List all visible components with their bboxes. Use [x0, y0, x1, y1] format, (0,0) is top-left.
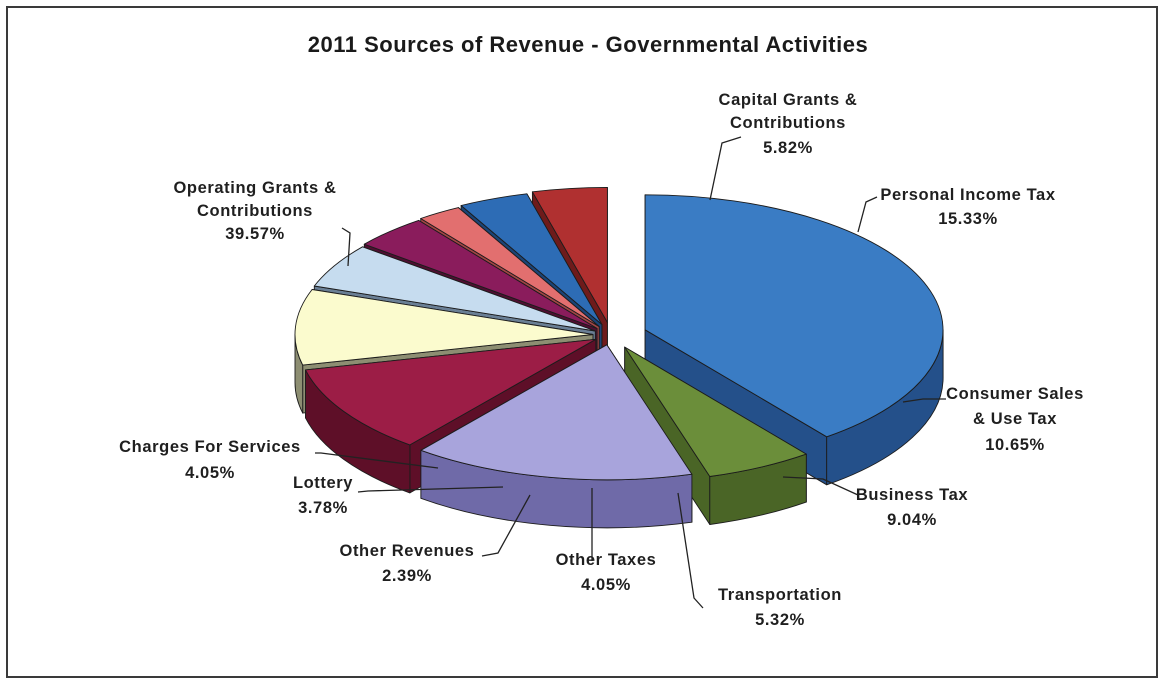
leader-line-pit	[857, 196, 878, 233]
leader-line-business	[782, 476, 859, 496]
data-label-value-lottery: 3.78%	[298, 499, 348, 517]
slice-pit	[420, 344, 693, 481]
slice-transport	[313, 246, 596, 332]
pie-chart: 2011 Sources of Revenue - Governmental A…	[119, 32, 1084, 629]
data-label-otherrev: Other Revenues	[340, 542, 475, 560]
data-label-value-charges: 4.05%	[185, 464, 235, 482]
data-label-transport: Transportation	[718, 586, 842, 604]
chart-frame: 2011 Sources of Revenue - Governmental A…	[6, 6, 1158, 678]
data-label-consumer: Consumer Sales	[946, 385, 1084, 403]
data-label-charges: Charges For Services	[119, 438, 301, 456]
data-label-opgrants: Contributions	[197, 202, 313, 220]
data-label-value-capgrants: 5.82%	[763, 139, 813, 157]
data-label-pit: Personal Income Tax	[880, 186, 1055, 204]
leader-line-otherrev	[481, 494, 531, 557]
data-label-value-transport: 5.32%	[755, 611, 805, 629]
data-label-capgrants: Contributions	[730, 114, 846, 132]
data-label-capgrants: Capital Grants &	[719, 91, 858, 109]
data-label-value-pit: 15.33%	[938, 210, 998, 228]
data-label-othertax: Other Taxes	[556, 551, 657, 569]
data-label-business: Business Tax	[856, 486, 969, 504]
slice-consumer	[305, 338, 597, 446]
data-label-lottery: Lottery	[293, 474, 353, 492]
leader-line-opgrants	[341, 227, 351, 267]
slice-capgrants	[624, 346, 807, 477]
data-label-opgrants: Operating Grants &	[174, 179, 337, 197]
slice-otherrev	[420, 207, 600, 328]
leader-line-capgrants	[709, 136, 742, 201]
slice-business	[294, 289, 594, 366]
data-label-value-otherrev: 2.39%	[382, 567, 432, 585]
leader-line-charges	[315, 452, 439, 469]
data-label-value-othertax: 4.05%	[581, 576, 631, 594]
slice-opgrants	[644, 194, 944, 438]
data-label-value-consumer: 10.65%	[985, 436, 1045, 454]
leader-line-consumer	[902, 398, 946, 403]
chart-title: 2011 Sources of Revenue - Governmental A…	[308, 32, 868, 57]
data-label-value-business: 9.04%	[887, 511, 937, 529]
leader-line-transport	[677, 492, 704, 609]
slice-charges	[531, 186, 608, 323]
slice-lottery	[460, 193, 603, 325]
leader-line-lottery	[357, 486, 504, 493]
slice-othertax	[363, 219, 598, 329]
data-label-value-opgrants: 39.57%	[225, 225, 285, 243]
data-label-consumer: & Use Tax	[973, 410, 1057, 428]
